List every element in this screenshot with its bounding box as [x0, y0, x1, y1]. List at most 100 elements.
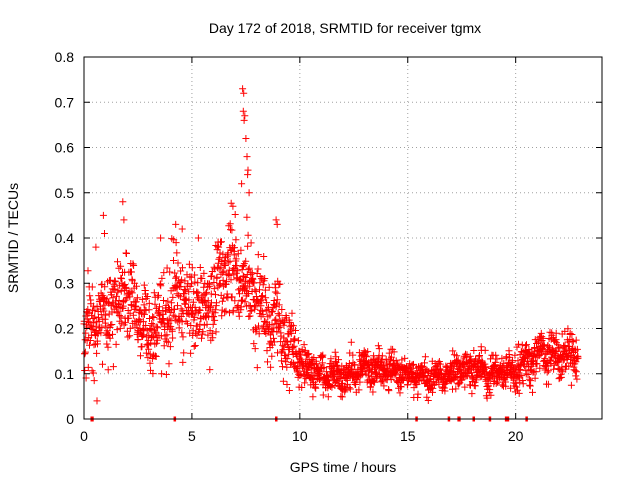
data-point — [375, 345, 383, 353]
data-point — [101, 301, 109, 309]
data-point — [101, 230, 108, 237]
data-point — [122, 319, 129, 327]
data-point — [268, 352, 276, 360]
data-point — [349, 351, 357, 359]
data-point — [163, 264, 171, 272]
data-point — [125, 314, 133, 322]
data-point — [189, 298, 197, 306]
data-point — [169, 334, 177, 342]
data-point — [211, 306, 219, 314]
data-point — [251, 305, 259, 313]
data-point — [516, 378, 524, 386]
data-point — [104, 366, 112, 374]
data-point — [231, 211, 239, 218]
data-point — [228, 226, 236, 234]
data-point — [86, 337, 94, 344]
data-point — [362, 352, 370, 360]
data-point — [181, 277, 189, 285]
data-point — [111, 278, 119, 286]
data-point — [196, 306, 204, 314]
data-point — [268, 308, 276, 316]
data-point — [287, 337, 295, 345]
data-point — [226, 309, 233, 317]
y-tick-label: 0.8 — [55, 49, 75, 65]
data-point — [239, 107, 247, 115]
data-point — [215, 265, 223, 273]
data-point — [151, 327, 158, 335]
data-point — [129, 311, 137, 319]
data-point — [159, 315, 167, 323]
data-point — [258, 307, 266, 315]
data-point — [142, 306, 150, 314]
chart-title: Day 172 of 2018, SRMTID for receiver tgm… — [209, 20, 481, 36]
data-point — [139, 318, 147, 326]
data-point — [142, 349, 150, 357]
data-point — [172, 220, 180, 228]
data-point — [102, 322, 110, 330]
data-point — [235, 312, 243, 320]
data-point — [173, 249, 181, 257]
data-point — [378, 352, 386, 360]
data-point — [511, 351, 519, 359]
data-point — [227, 276, 235, 284]
data-point — [319, 351, 327, 359]
data-point — [165, 360, 173, 368]
data-point — [90, 377, 98, 385]
data-point — [568, 331, 576, 338]
data-point — [160, 342, 168, 350]
data-point — [119, 198, 127, 206]
data-point — [103, 340, 111, 348]
data-point — [186, 273, 194, 281]
data-point — [212, 291, 219, 299]
data-point — [142, 322, 150, 329]
data-point — [254, 251, 262, 259]
data-point — [267, 363, 275, 371]
data-point — [261, 318, 269, 326]
data-point — [288, 309, 296, 317]
x-tick-label: 15 — [400, 428, 416, 444]
data-point — [396, 389, 404, 397]
data-point — [556, 344, 564, 352]
y-tick-label: 0.1 — [55, 366, 75, 382]
data-point — [155, 291, 162, 299]
data-point — [210, 279, 218, 286]
data-point — [271, 316, 279, 324]
data-point — [523, 341, 530, 349]
data-point — [242, 257, 250, 265]
data-point — [157, 282, 165, 290]
data-point — [298, 384, 306, 391]
data-point — [492, 380, 500, 387]
data-point — [364, 348, 372, 356]
data-point — [168, 327, 176, 335]
data-point — [557, 373, 565, 381]
data-point — [160, 297, 167, 304]
data-point — [534, 338, 542, 346]
data-point — [514, 386, 521, 394]
data-point — [138, 295, 146, 303]
data-point — [89, 369, 97, 377]
data-point — [224, 294, 232, 302]
data-point — [462, 350, 469, 358]
data-point — [363, 353, 370, 361]
data-point — [338, 393, 346, 401]
data-point — [208, 272, 216, 280]
data-point — [140, 301, 148, 309]
data-point — [274, 310, 282, 318]
y-tick-label: 0.2 — [55, 321, 75, 337]
data-point — [272, 216, 280, 224]
data-point — [257, 302, 265, 310]
data-point — [250, 279, 258, 287]
data-point — [261, 275, 269, 282]
data-point — [507, 384, 515, 392]
data-point — [199, 328, 207, 336]
data-point — [515, 340, 522, 348]
data-point — [146, 315, 153, 322]
data-point — [200, 269, 208, 277]
data-point — [541, 355, 549, 363]
data-point — [117, 287, 125, 295]
data-point — [290, 359, 298, 367]
data-point — [95, 317, 103, 325]
data-point — [539, 346, 547, 354]
data-point — [305, 350, 313, 358]
data-point — [401, 354, 409, 362]
